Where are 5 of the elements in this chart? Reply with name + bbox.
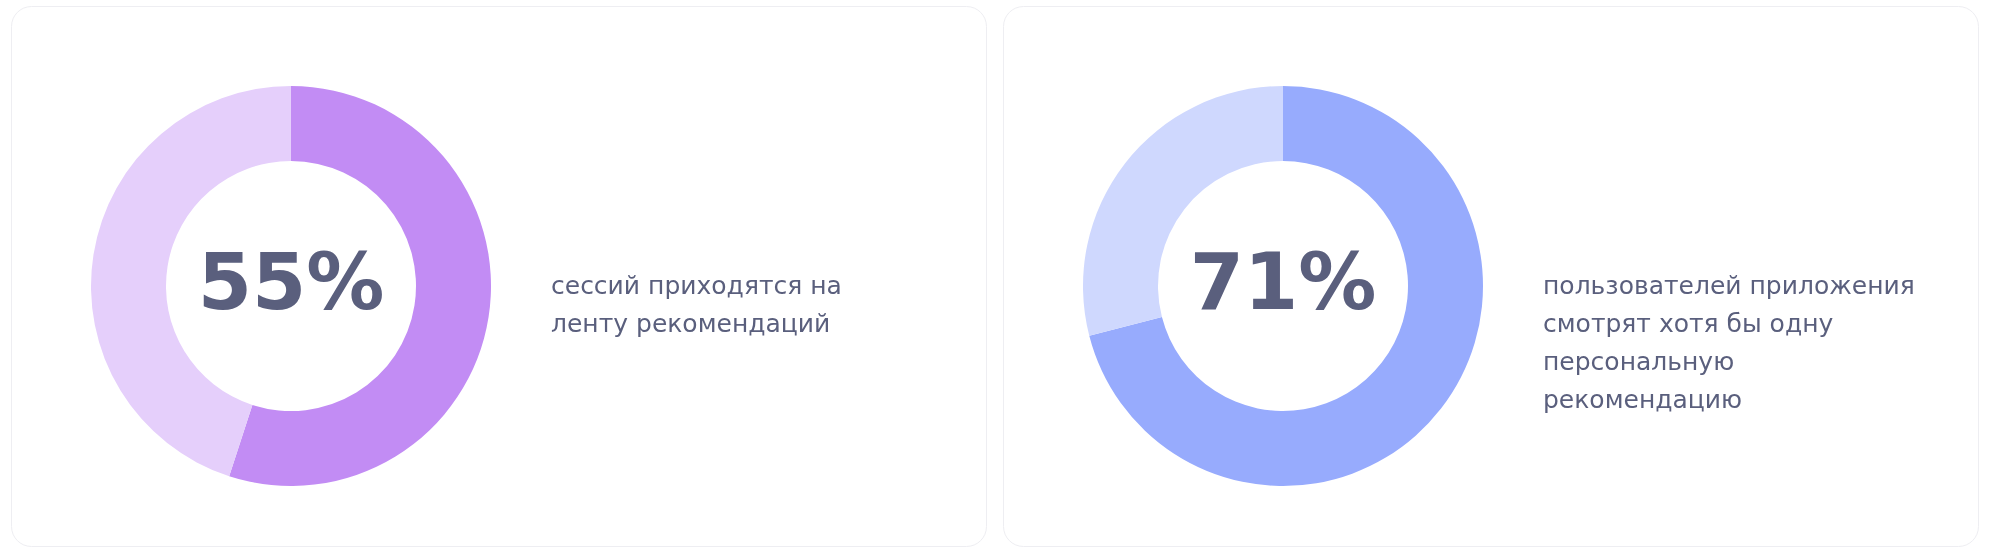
data-label: 71%	[1189, 237, 1377, 327]
text: пользователей приложения смотрят хотя бы одну персональную рекомендацию	[1543, 271, 1915, 414]
text: сессий приходятся на ленту рекомендаций	[551, 271, 842, 338]
data-label: 55%	[197, 237, 385, 327]
donut-slice	[1089, 86, 1483, 486]
